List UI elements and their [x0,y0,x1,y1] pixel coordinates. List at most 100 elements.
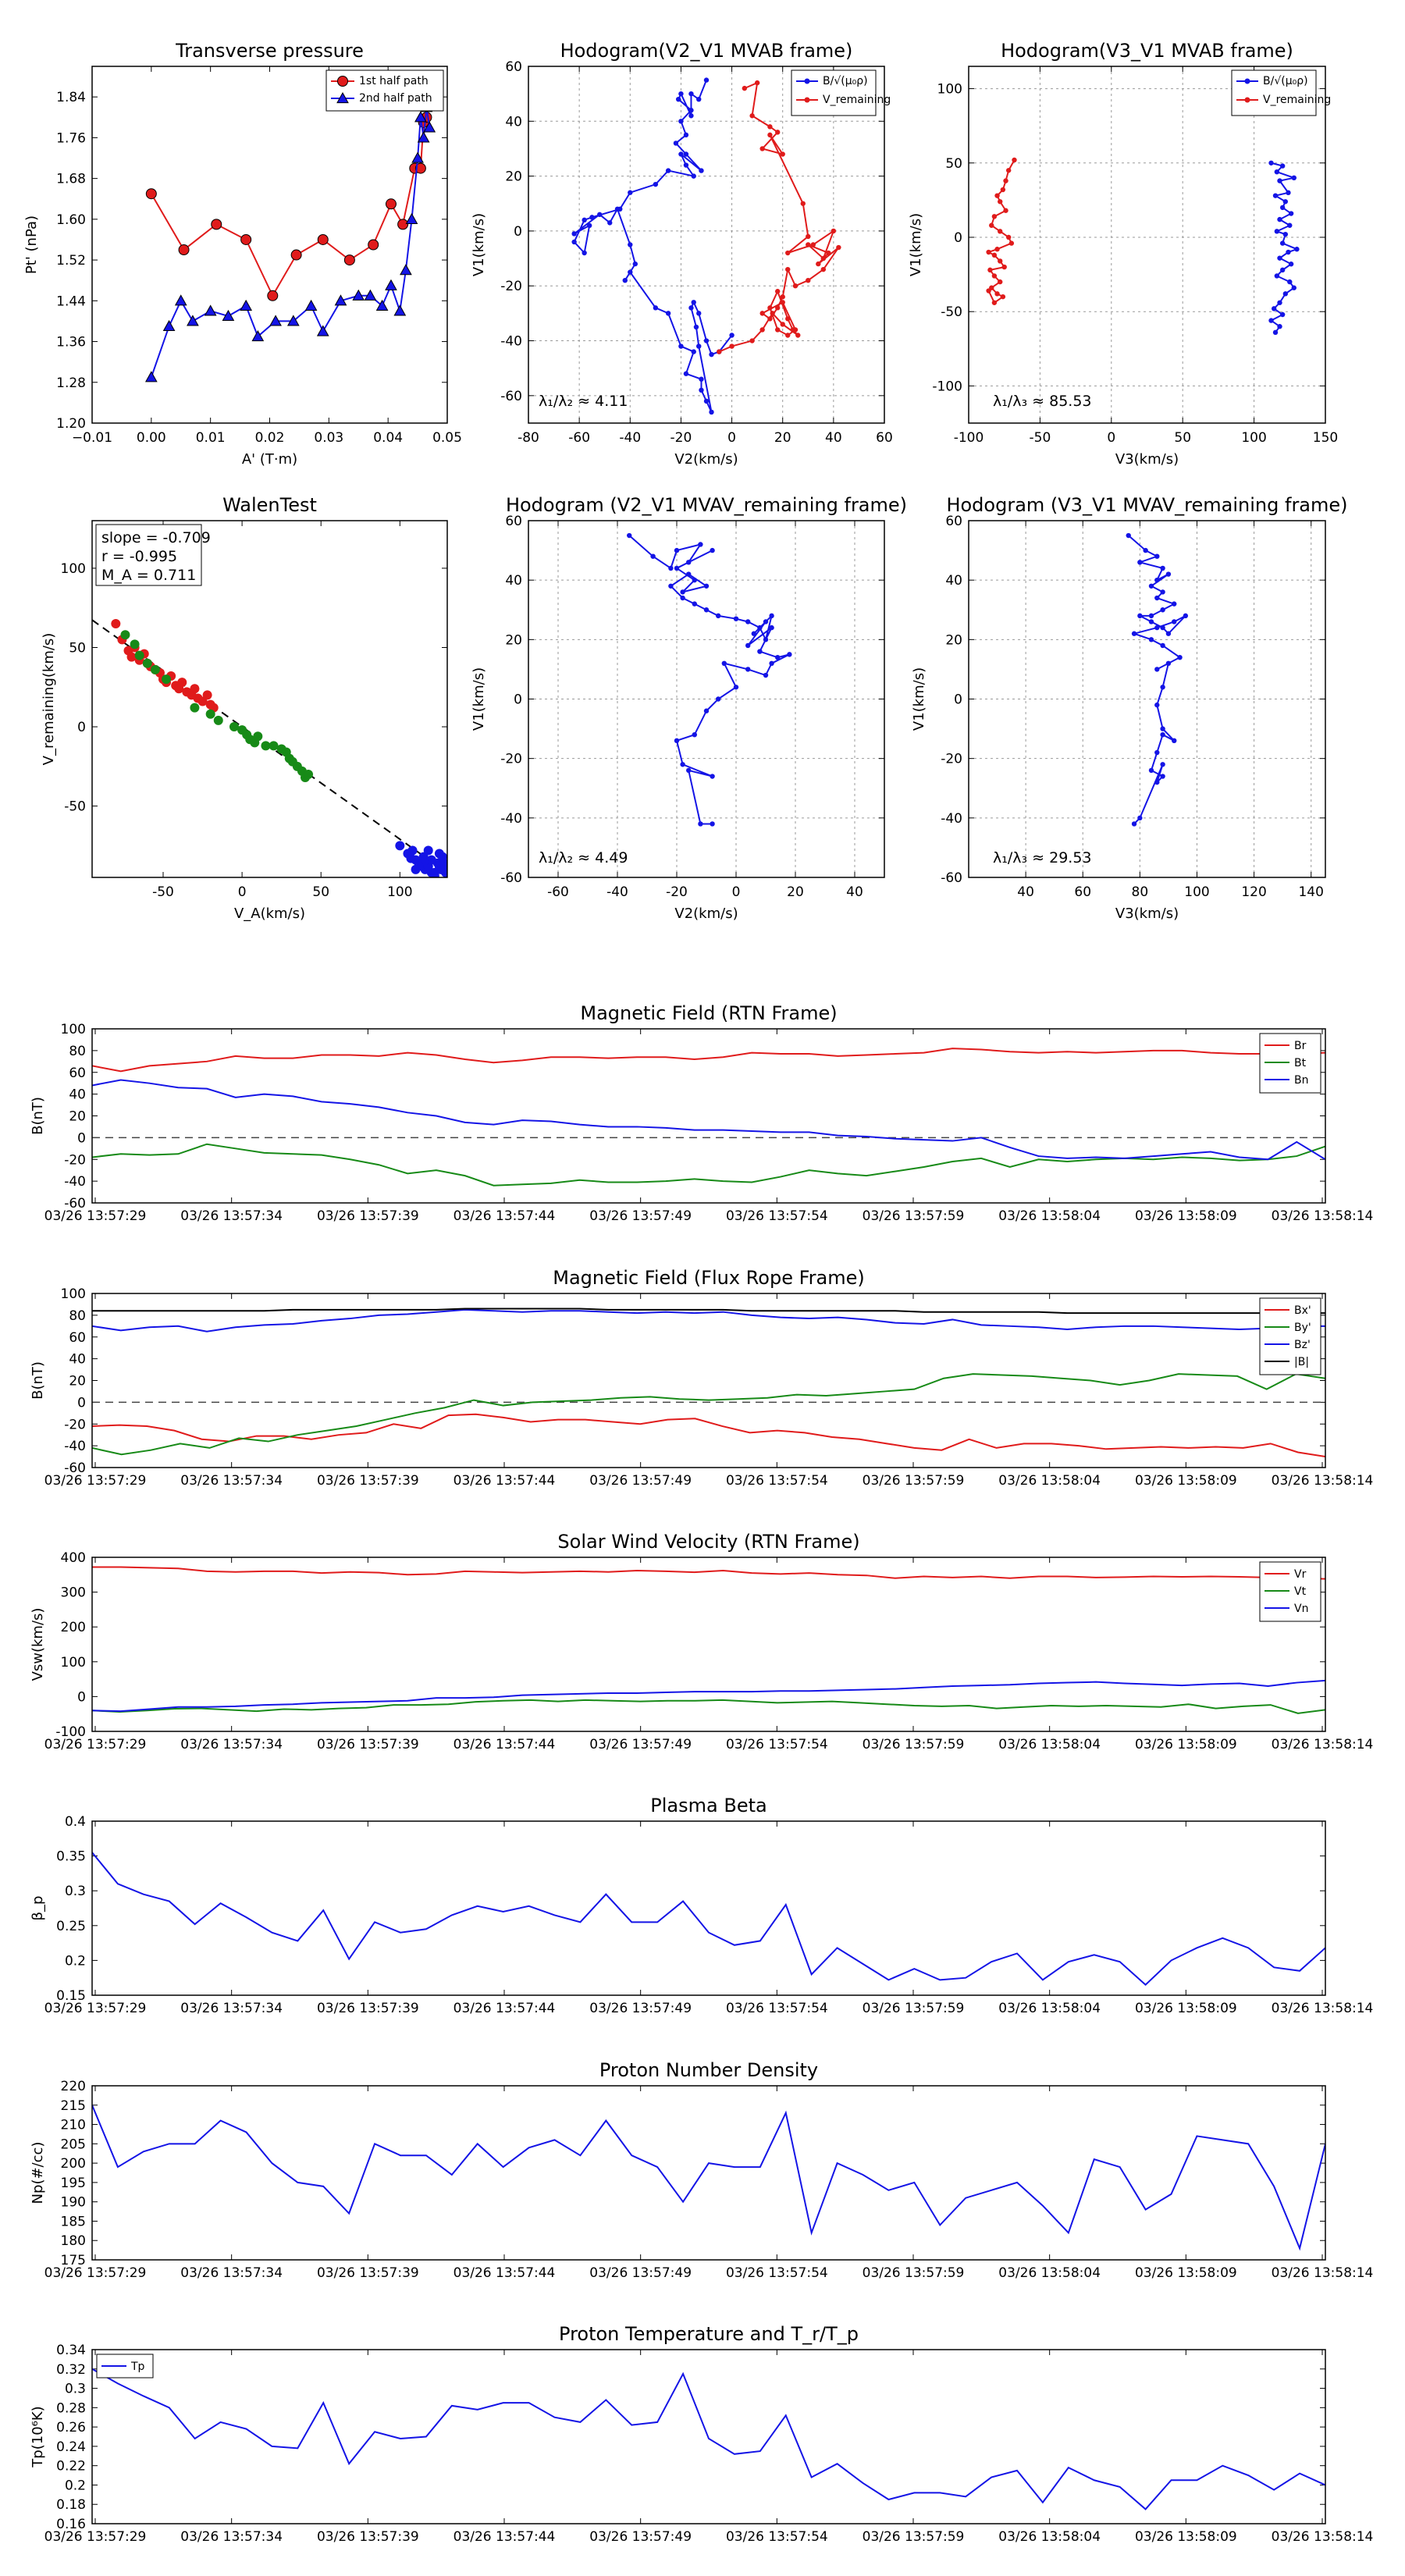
h4-point [1172,619,1177,624]
mag_rtn-ytick-label: 40 [69,1087,86,1103]
vsw-time-label: 03/26 13:58:04 [998,1737,1101,1752]
h3-point [680,589,685,595]
beta-time-label: 03/26 13:58:09 [1135,2001,1237,2016]
h2-xtick-label: -100 [954,430,984,446]
h4-ytick-label: -40 [941,811,962,827]
beta-ytick-label: 0.15 [56,1988,86,2004]
beta-ytick-label: 0.2 [65,1953,86,1969]
mag_fr-time-label: 03/26 13:57:54 [726,1473,828,1489]
h2-point [994,291,1000,297]
mag_fr-ytick-label: -40 [64,1439,86,1454]
h3-point [751,631,756,636]
beta-ytick-label: 0.3 [65,1884,86,1899]
h4-point [1137,613,1143,619]
h2-point [1272,329,1279,336]
np-ytick-label: 200 [61,2156,86,2172]
h1-point [767,305,773,311]
h1-xlabel: V2(km/s) [674,451,738,468]
h1-point [582,217,587,223]
walen-stats-box [95,524,202,586]
walen-xtick-label: 0 [238,884,247,900]
vsw-ytick-label: -100 [55,1724,86,1740]
walen-point [269,741,279,751]
pt-title: Transverse pressure [175,40,364,62]
h1-ytick-label: -40 [500,334,522,350]
pt-ytick-label: 1.76 [56,130,86,146]
pt-xtick-label: −0.01 [72,430,112,446]
mag_fr-legend-label: Bx' [1294,1304,1311,1317]
h3-point [703,708,710,713]
walen-point [150,664,160,674]
pt-point [286,315,300,326]
h3-point [787,652,792,657]
h3-xtick-label: -20 [666,884,688,900]
h1-point [785,333,791,338]
walen-point [229,722,239,732]
h4-point [1165,571,1172,577]
pt-legend: 1st half path 2nd half path [325,69,444,112]
h1-point [759,311,765,316]
mag_rtn-ytick-label: -40 [64,1174,86,1190]
mag_rtn-ytick-label: -60 [64,1196,86,1212]
mag_fr-series-Bz' [92,1308,1325,1332]
np-panel: 175 180 185 190 195 200 205 210 215 220 03/26 13:5… [30,2059,1373,2281]
vsw-legend: Vr Vt Vn [1259,1561,1321,1622]
tp-time-label: 03/26 13:57:49 [589,2529,692,2545]
walen-point [304,769,314,779]
h2-point [1291,285,1297,290]
h2-point [1279,311,1286,318]
h3-ytick-label: -40 [500,811,522,827]
vsw-ytick-label: 300 [61,1585,86,1601]
beta-frame [91,1820,1326,1996]
mag_fr-legend-label: |B| [1294,1356,1309,1368]
tp-time-label: 03/26 13:57:44 [454,2529,556,2545]
vsw-legend-label: Vt [1294,1585,1307,1598]
h1-point [696,343,702,349]
h2-ytick-label: 100 [937,82,962,98]
h2-legend-box [1231,69,1317,116]
h1-point [800,201,806,206]
h3-point [716,696,721,702]
h4-point [1160,589,1165,595]
h3-point [674,547,680,553]
walen-title: WalenTest [222,494,317,516]
pt-point [417,131,430,143]
tp-title: Proton Temperature and T_r/T_p [559,2323,859,2345]
vsw-time-label: 03/26 13:58:09 [1135,1737,1237,1752]
pt-point [211,219,222,230]
h3-point [692,577,697,583]
mag_fr-legend: Bx' By' Bz' |B| [1259,1297,1321,1375]
h1-legend-box [791,69,877,116]
h2-point [1005,234,1012,240]
h3-point [763,619,769,624]
pt-point [204,304,217,316]
walen-ytick-label: 0 [77,720,86,735]
pt-point [240,299,253,311]
h4-point [1154,553,1160,559]
h2-xtick-label: 0 [1107,430,1115,446]
tp-frame [91,2349,1326,2524]
h3-point [710,547,715,553]
h2-point [1288,262,1294,267]
h1-point [703,338,710,343]
h2-xtick-label: 150 [1313,430,1338,446]
walen-data [92,619,447,877]
mag_fr-panel: -60 -40 -20 0 20 40 60 80 100 03/26 13:57:29 03/26… [30,1267,1373,1489]
tp-ytick-label: 0.18 [56,2497,86,2513]
walen-panel: -50 0 50 100 -50 0 50 100 WalenTest V_A(km/s) V_re… [41,494,448,922]
h3-point [733,616,739,621]
h2-point [1279,163,1286,169]
h1-point [703,398,710,404]
h4-ylabel: V1(km/s) [911,667,927,731]
h1-point [628,190,633,195]
h4-data [1126,532,1189,827]
pt-xtick-label: 0.02 [255,430,285,446]
pt-xtick-label: 0.04 [373,430,403,446]
pt-xtick-label: 0.05 [432,430,462,446]
mag_fr-ytick-label: 80 [69,1308,86,1324]
mag_rtn-legend: Br Bt Bn [1259,1033,1321,1094]
h2-frame [968,66,1326,424]
h2-point [1286,249,1291,255]
h2-ytick-label: 50 [945,156,962,172]
h2-point [998,279,1003,285]
